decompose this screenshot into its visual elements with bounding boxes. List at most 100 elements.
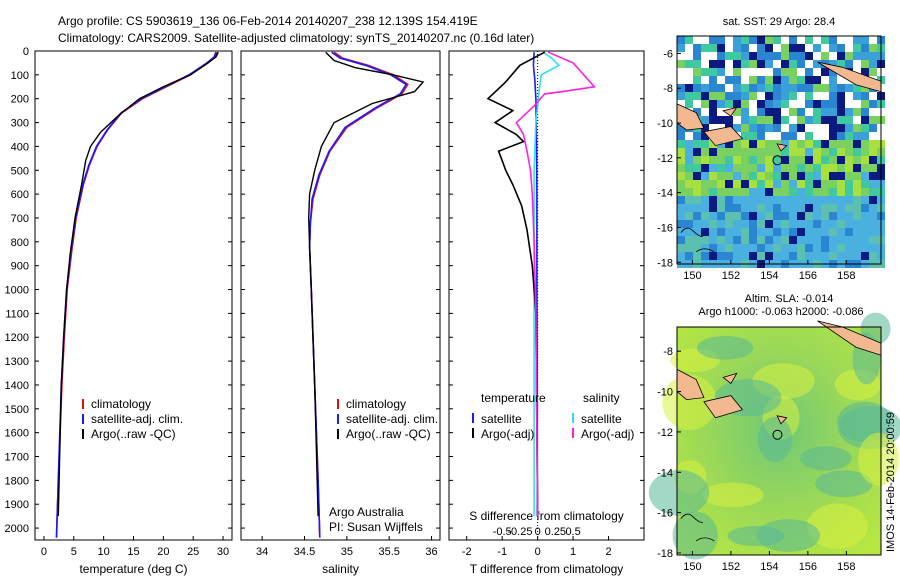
sst-cell [773,196,781,204]
sst-cell [797,52,805,60]
sst-cell [677,180,685,188]
map-title: sat. SST: 29 Argo: 28.4 [723,16,836,28]
depth-tick-label: 600 [11,189,29,201]
sst-cell [693,212,701,220]
panel-frame [240,50,441,541]
sst-cell [805,52,813,60]
sst-cell [797,204,805,212]
sst-cell [733,196,741,204]
sst-cell [757,220,765,228]
lat-tick-label: -16 [657,222,673,234]
sst-cell [781,196,789,204]
sst-cell [741,188,749,196]
sst-cell [685,60,693,68]
sst-cell [677,76,685,84]
sst-cell [677,188,685,196]
sst-cell [789,228,797,236]
sst-cell [829,108,837,116]
sst-cell [717,164,725,172]
depth-tick-label: 1600 [5,428,29,440]
sst-cell [861,148,869,156]
sst-cell [781,164,789,172]
sst-cell [869,52,877,60]
sst-cell [845,156,853,164]
sst-cell [685,92,693,100]
sst-cell [709,236,717,244]
sst-cell [797,116,805,124]
lon-tick-label: 156 [799,270,817,282]
sst-cell [701,212,709,220]
sst-cell [765,156,773,164]
sst-cell [765,108,773,116]
sst-cell [749,44,757,52]
x-tick-label: 30 [217,546,229,558]
sst-cell [741,244,749,252]
sst-cell [685,84,693,92]
sst-cell [749,236,757,244]
sst-cell [685,196,693,204]
sst-cell [837,132,845,140]
sst-cell [685,228,693,236]
sst-cell [757,52,765,60]
sst-cell [717,108,725,116]
sst-cell [861,236,869,244]
sst-cell [861,84,869,92]
reef-outline [680,513,715,542]
depth-tick-label: 500 [11,165,29,177]
sst-cell [677,100,685,108]
sst-cell [853,124,861,132]
sst-cell [733,172,741,180]
lon-tick-label: 156 [799,561,817,573]
series-line-3 [57,51,219,517]
sst-cell [797,196,805,204]
sst-cell [725,204,733,212]
sst-cell [741,148,749,156]
sst-cell [837,76,845,84]
sst-cell [813,92,821,100]
sst-cell [733,60,741,68]
sst-cell [781,44,789,52]
sst-cell [845,100,853,108]
sst-cell [853,228,861,236]
sst-cell [781,236,789,244]
sst-cell [701,76,709,84]
legend-label: satellite [481,412,522,426]
sst-cell [749,60,757,68]
sst-cell [685,140,693,148]
sst-cell [829,140,837,148]
sst-cell [741,84,749,92]
sst-cell [797,188,805,196]
sst-cell [685,52,693,60]
sst-cell [861,124,869,132]
sst-cell [781,212,789,220]
sst-cell [773,236,781,244]
sst-cell [765,148,773,156]
sst-cell [869,180,877,188]
sst-cell [837,108,845,116]
sst-cell [725,164,733,172]
sst-cell [869,172,877,180]
sst-cell [813,204,821,212]
sst-cell [821,36,829,44]
sst-cell [821,252,829,260]
sst-cell [837,180,845,188]
sst-cell [869,132,877,140]
sst-cell [757,244,765,252]
sst-cell [861,252,869,260]
sst-cell [805,196,813,204]
sst-cell [829,68,837,76]
sst-cell [773,228,781,236]
sst-cell [733,188,741,196]
sst-cell [805,164,813,172]
sst-cell [837,252,845,260]
sst-cell [725,212,733,220]
sst-cell [701,92,709,100]
sst-cell [829,116,837,124]
sst-cell [677,140,685,148]
sst-cell [741,36,749,44]
sst-cell [757,68,765,76]
sst-cell [773,92,781,100]
sst-cell [709,212,717,220]
sst-cell [829,220,837,228]
depth-tick-label: 300 [11,118,29,130]
